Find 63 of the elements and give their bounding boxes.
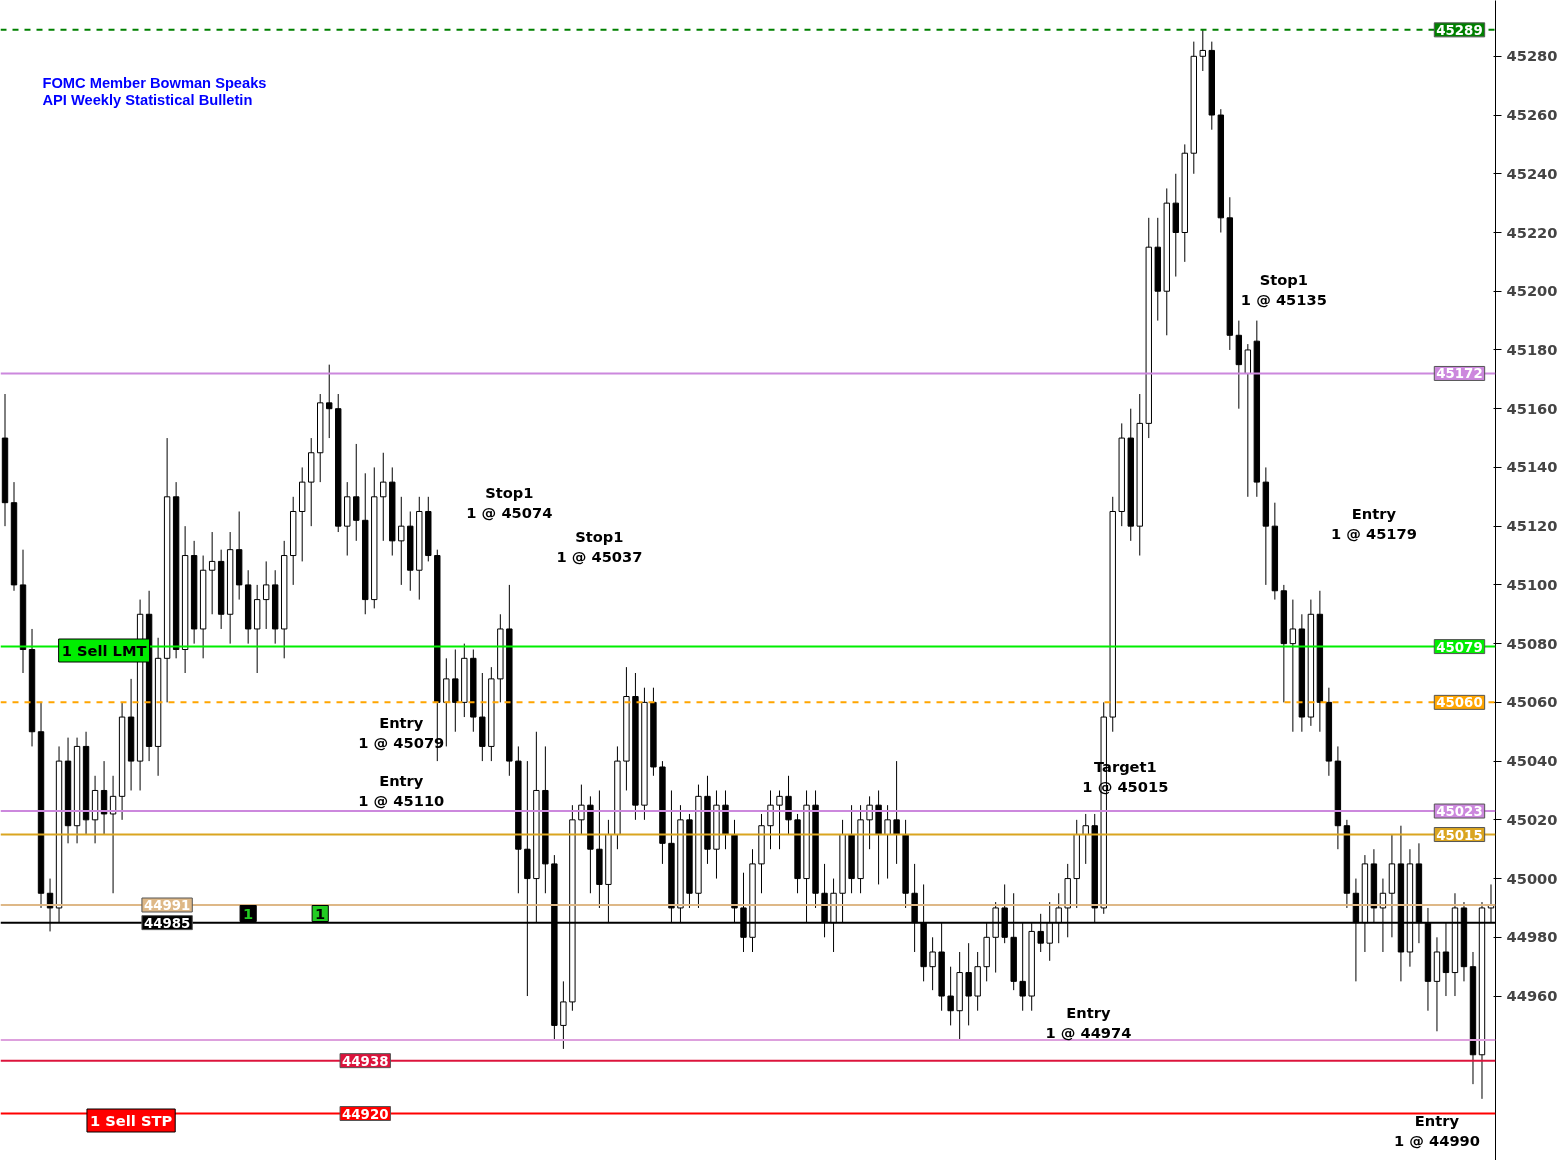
candlestick	[947, 966, 954, 1026]
candlestick	[785, 775, 792, 836]
y-tick-label: 45140	[1506, 458, 1558, 476]
y-tick-label: 45200	[1506, 282, 1558, 300]
candlestick	[1082, 813, 1089, 865]
candlestick	[776, 789, 783, 850]
annotation: 1	[243, 904, 254, 922]
annotation: Stop1 1 @ 45135	[1240, 270, 1327, 309]
ref-line-label: 45060	[1436, 695, 1483, 711]
annotation: Entry 1 @ 45110	[358, 771, 445, 810]
y-tick-label: 45160	[1506, 399, 1558, 417]
annotation: Entry 1 @ 45179	[1330, 504, 1417, 543]
candlestick	[380, 452, 387, 542]
candlestick	[398, 496, 405, 586]
candlestick	[326, 364, 333, 439]
annotation: Stop1 1 @ 45037	[556, 527, 643, 566]
y-tick-label: 44980	[1506, 928, 1558, 946]
y-tick-label: 45040	[1506, 752, 1558, 770]
y-tick-label: 44960	[1506, 987, 1558, 1005]
y-tick-label: 45060	[1506, 693, 1558, 711]
y-tick-label: 45020	[1506, 810, 1558, 828]
ref-line-label: 45015	[1436, 827, 1483, 843]
annotation: 1 Sell STP	[89, 1112, 173, 1129]
candlestick	[929, 936, 936, 991]
ref-line-label: 44985	[143, 915, 191, 931]
annotation: Entry 1 @ 44974	[1045, 1003, 1132, 1042]
annotation: Entry 1 @ 44990	[1393, 1111, 1480, 1150]
candlestick	[452, 649, 459, 733]
candlestick	[893, 760, 900, 865]
y-tick-label: 45120	[1506, 517, 1558, 535]
ref-line-label: 45023	[1436, 804, 1483, 820]
candlestick	[884, 804, 891, 880]
candlestick	[866, 795, 873, 850]
annotation: 1 Sell LMT	[61, 642, 147, 659]
annotation: FOMC Member Bowman Speaks	[42, 74, 267, 91]
y-tick-label: 45240	[1506, 164, 1558, 182]
ref-line-label: 44991	[143, 898, 191, 914]
ref-line-label: 45172	[1436, 366, 1483, 382]
y-tick-label: 45260	[1506, 106, 1558, 124]
candlestick	[560, 980, 567, 1050]
candlestick	[1289, 599, 1297, 733]
ref-line-label: 44920	[342, 1106, 389, 1122]
annotation: Stop1 1 @ 45074	[466, 483, 553, 522]
candlestick	[262, 560, 270, 630]
candlestick	[208, 531, 216, 615]
candlestick	[767, 789, 774, 850]
y-tick-label: 45080	[1506, 634, 1558, 652]
candlestick	[443, 657, 450, 747]
y-tick-label: 45000	[1506, 869, 1558, 887]
candlestick	[353, 443, 360, 542]
y-tick-label: 45220	[1506, 223, 1558, 241]
ref-line-label: 44938	[342, 1053, 389, 1069]
y-tick-label: 45180	[1506, 340, 1558, 358]
candlestick	[1199, 29, 1207, 72]
y-tick-label: 45100	[1506, 575, 1558, 593]
ref-line-label: 45079	[1436, 639, 1483, 655]
annotation: 1	[315, 904, 326, 922]
candlestick	[1244, 343, 1252, 498]
y-tick-label: 45280	[1506, 47, 1558, 65]
candlestick	[578, 784, 585, 836]
candlestick	[965, 942, 972, 1026]
annotation: API Weekly Statistical Bulletin	[42, 91, 253, 108]
ref-line-label: 45289	[1436, 22, 1483, 38]
